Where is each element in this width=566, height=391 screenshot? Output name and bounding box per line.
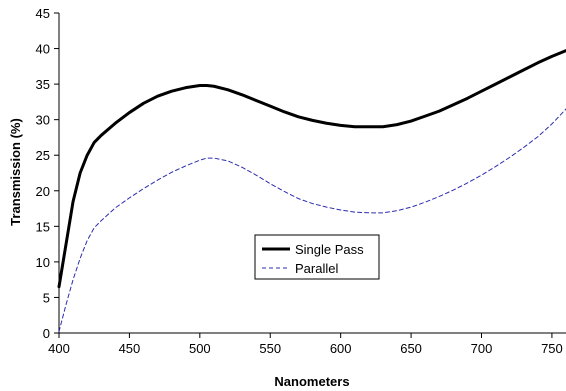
x-tick-label: 400 — [48, 341, 70, 356]
x-tick-label: 450 — [119, 341, 141, 356]
y-tick-label: 0 — [43, 326, 50, 341]
legend: Single Pass Parallel — [254, 234, 380, 280]
x-tick-label: 650 — [400, 341, 422, 356]
y-tick-label: 40 — [36, 42, 50, 57]
legend-label-parallel: Parallel — [295, 261, 338, 276]
y-tick-label: 25 — [36, 148, 50, 163]
y-axis-title: Transmission (%) — [8, 118, 23, 226]
x-tick-label: 750 — [541, 341, 563, 356]
axes: 0 5 10 15 20 25 30 35 40 45 400 450 500 550 600 650 700 7… — [36, 6, 566, 356]
series-layer — [57, 49, 566, 333]
y-tick-label: 10 — [36, 255, 50, 270]
series-line-parallel — [58, 108, 566, 333]
y-tick-label: 30 — [36, 113, 50, 128]
y-tick-label: 45 — [36, 6, 50, 21]
x-tick-label: 550 — [259, 341, 281, 356]
x-tick-label: 600 — [330, 341, 352, 356]
legend-box — [254, 234, 380, 280]
x-axis-title: Nanometers — [274, 374, 349, 389]
series-line-single-pass — [57, 49, 566, 289]
y-tick-label: 35 — [36, 77, 50, 92]
legend-label-single-pass: Single Pass — [295, 242, 364, 257]
x-tick-label: 700 — [471, 341, 493, 356]
y-tick-label: 5 — [43, 290, 50, 305]
y-tick-label: 20 — [36, 184, 50, 199]
y-tick-label: 15 — [36, 219, 50, 234]
x-tick-label: 500 — [189, 341, 211, 356]
